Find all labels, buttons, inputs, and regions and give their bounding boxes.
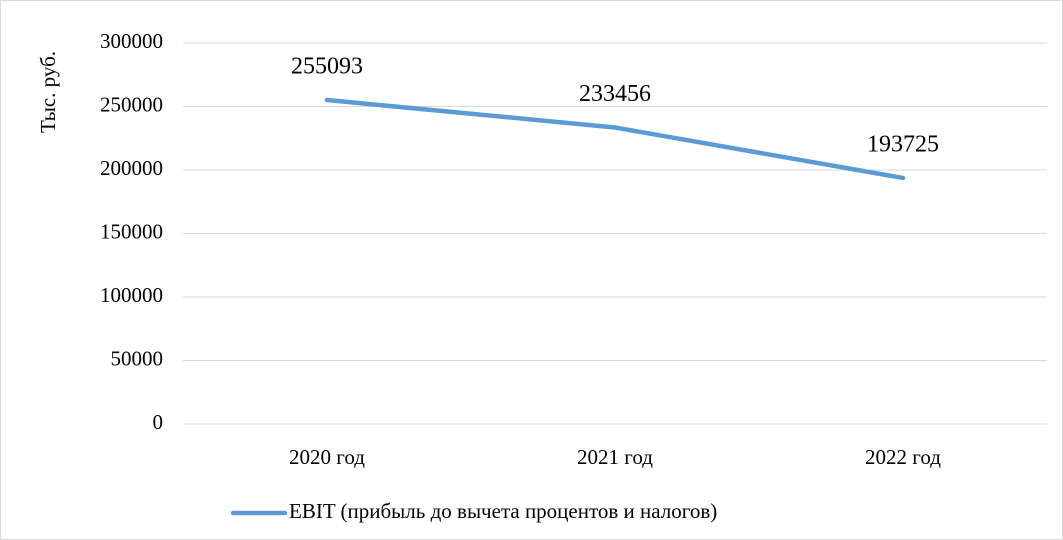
y-tick-label: 50000 [111, 346, 164, 370]
y-tick-label: 300000 [100, 29, 163, 53]
series-line [324, 97, 906, 181]
y-tick-label: 250000 [100, 92, 163, 116]
y-tick-label: 150000 [100, 219, 163, 243]
data-label: 255093 [291, 54, 363, 80]
data-label: 193725 [867, 131, 939, 157]
x-tick-label: 2020 год [289, 445, 365, 469]
y-tick-label: 200000 [100, 156, 163, 180]
y-axis-label: Тыс. руб. [36, 51, 60, 133]
x-tick-label: 2022 год [865, 445, 941, 469]
legend-label: EBIT (прибыль до вычета процентов и нало… [289, 499, 717, 523]
y-tick-label: 0 [153, 410, 164, 434]
y-tick-label: 100000 [100, 283, 163, 307]
x-tick-label: 2021 год [577, 445, 653, 469]
data-label: 233456 [579, 81, 651, 107]
